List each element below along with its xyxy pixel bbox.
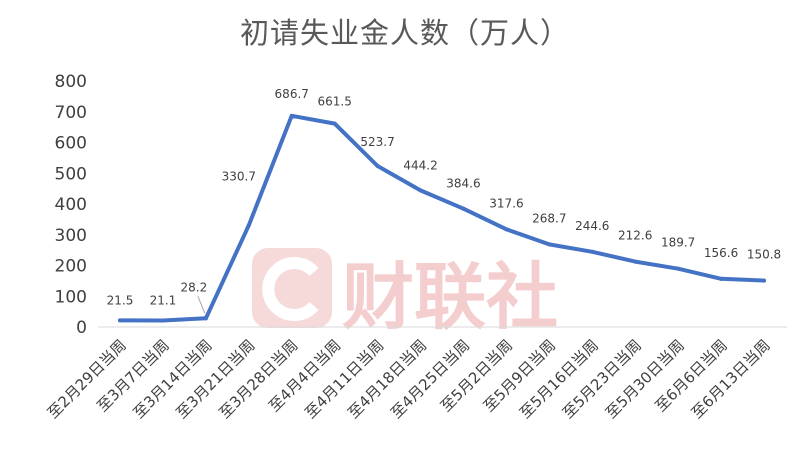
data-point	[461, 206, 466, 211]
data-label: 686.7	[275, 87, 309, 101]
data-label: 661.5	[317, 95, 351, 109]
data-point	[676, 266, 681, 271]
data-point	[633, 259, 638, 264]
data-point	[289, 113, 294, 118]
y-tick-label: 0	[76, 318, 87, 338]
data-point	[332, 121, 337, 126]
data-label: 21.1	[150, 294, 177, 308]
y-tick-label: 300	[55, 226, 87, 246]
data-point	[590, 249, 595, 254]
data-label: 523.7	[360, 135, 394, 149]
data-point	[118, 318, 122, 323]
data-point	[418, 188, 423, 193]
y-tick-label: 400	[55, 195, 87, 215]
data-point	[160, 318, 165, 323]
y-tick-label: 800	[55, 72, 87, 92]
data-point	[203, 316, 208, 321]
data-point	[246, 223, 251, 228]
data-label: 28.2	[181, 280, 208, 294]
data-label-leader	[197, 296, 206, 314]
data-point	[547, 242, 552, 247]
y-tick-label: 200	[55, 257, 87, 277]
data-label: 212.6	[618, 229, 652, 243]
data-label: 21.5	[107, 293, 134, 307]
data-label: 189.7	[661, 236, 695, 250]
data-point	[762, 278, 766, 283]
chart-title: 初请失业金人数（万人）	[239, 16, 570, 50]
data-point	[504, 227, 509, 232]
data-label: 330.7	[222, 169, 256, 183]
data-point	[375, 163, 380, 168]
data-label: 268.7	[532, 211, 566, 225]
y-tick-label: 600	[55, 134, 87, 154]
x-tick-label: 至6月13日当周	[688, 336, 774, 422]
data-label: 444.2	[403, 158, 437, 172]
data-label: 317.6	[489, 196, 523, 210]
y-tick-label: 500	[55, 164, 87, 184]
y-tick-label: 700	[55, 103, 87, 123]
watermark-text: 财联社	[342, 255, 558, 339]
data-point	[719, 276, 724, 281]
data-label: 150.8	[747, 248, 781, 262]
series-line	[118, 113, 766, 323]
y-tick-label: 100	[55, 287, 87, 307]
watermark-logo: 财联社	[252, 248, 558, 339]
data-label: 384.6	[446, 177, 480, 191]
data-label: 156.6	[704, 246, 738, 260]
data-label: 244.6	[575, 219, 609, 233]
